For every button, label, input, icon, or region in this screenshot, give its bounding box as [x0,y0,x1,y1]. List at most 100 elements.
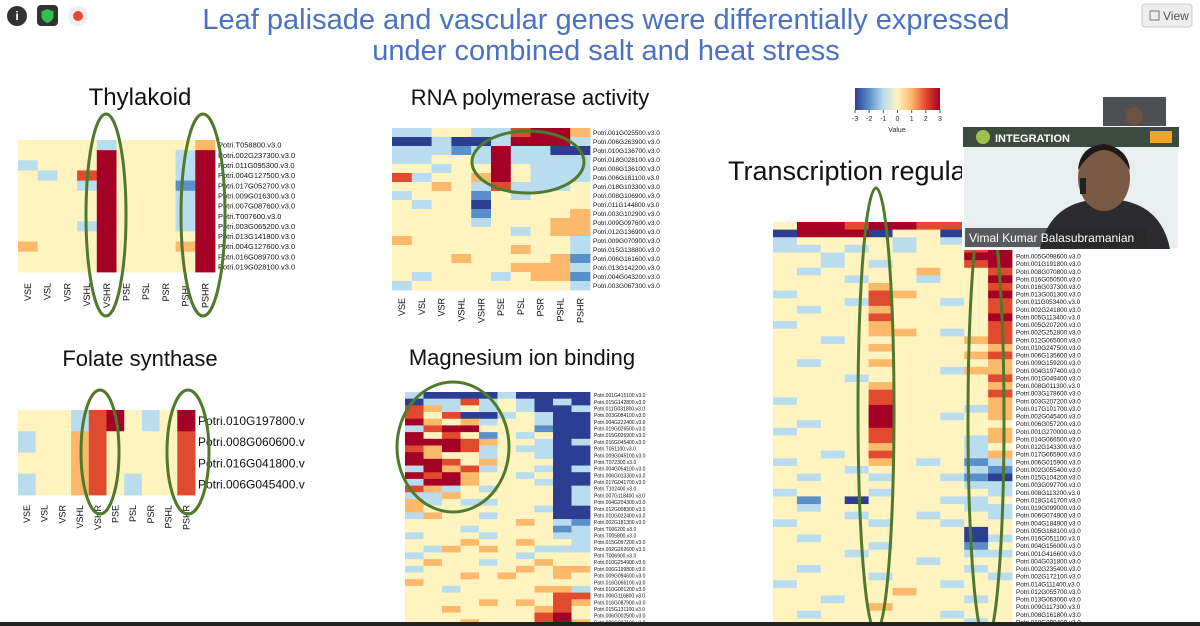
heatmap-cell [516,438,535,446]
heatmap-cell [442,465,461,473]
heatmap-cell [18,190,39,202]
row-label: Potri.004G156000.v3.0 [1016,543,1081,550]
heatmap-cell [868,313,893,322]
heatmap-cell [964,305,989,314]
view-button[interactable]: View [1141,3,1193,28]
row-label: Potri.016G037300.v3.0 [1016,284,1081,291]
heatmap-cell [844,572,869,581]
heatmap-cell [796,412,822,421]
heatmap-cell [844,488,869,497]
heatmap-cell [571,505,591,513]
heatmap-cell [988,313,1013,322]
heatmap-cell [37,241,58,253]
heatmap-cell [471,236,492,246]
heatmap-cell [479,572,498,580]
heatmap-cell [916,298,941,307]
heatmap-cell [423,418,443,426]
info-icon[interactable] [7,6,27,26]
heatmap-cell [868,374,893,383]
person-hair [1078,144,1130,170]
heatmap-cell [553,572,572,580]
heatmap-cell [177,431,196,453]
heatmap-cell [405,425,424,433]
row-label: Potri.006G015900.v3.0 [1016,459,1081,466]
heatmap-cell [892,282,917,292]
heatmap-cell [773,382,798,391]
heatmap-cell [820,420,846,429]
video-thumbnail[interactable] [1103,97,1166,128]
heatmap-cell [796,458,822,467]
heatmap-cell [479,432,498,440]
heatmap-cell [195,190,216,202]
heatmap-cell [892,465,917,474]
colorbar-tick-label: -3 [852,116,858,123]
heatmap-cell [451,254,472,264]
heatmap-cell [423,525,443,533]
heatmap-cell [773,321,798,330]
heatmap-cell [892,359,917,368]
heatmap-cell [916,504,941,513]
heatmap-cell [964,534,989,543]
heatmap-cell [77,140,98,151]
heatmap-cell [892,481,917,490]
heatmap-cell [37,160,58,171]
heatmap-cell [988,496,1013,505]
heatmap-cell [534,412,554,420]
heatmap-cell [570,164,591,174]
heatmap-cell [570,236,591,246]
heatmap-cell [916,351,941,360]
banner-logo [976,130,990,144]
heatmap-cell [773,549,798,558]
heatmap-cell [460,532,480,540]
heatmap-cell [820,534,846,543]
heatmap-cell [460,412,480,420]
heatmap-cell [553,458,572,466]
heatmap-cell [96,231,117,242]
heatmap-cell [844,465,869,474]
heatmap-cell [516,425,535,433]
heatmap-cell [916,389,941,398]
heatmap-cell [18,160,39,171]
row-label: Potri.006G057200.v3.0 [1016,421,1081,428]
heatmap-cell [497,592,517,600]
heatmap-cell [964,473,989,482]
row-label: Potri.004G127600.v3.0 [218,242,295,251]
heatmap-cell [497,605,517,614]
slide-title: under combined salt and heat stress [372,35,840,67]
heatmap-cell [964,504,989,513]
heatmap-cell [988,420,1013,429]
heatmap-cell [479,478,498,486]
video-tile[interactable]: INTEGRATION Vimal Kumar Balasubramanian [962,126,1180,250]
heatmap-cell [916,252,941,261]
heatmap-cell [423,552,443,560]
row-label: Potri.002G055400.v3.0 [1016,467,1081,474]
column-label: PSR [146,505,156,524]
heatmap-cell [497,559,517,567]
heatmap-cell [820,397,846,406]
heatmap-cell [796,420,822,429]
heatmap-cell [405,532,424,540]
heatmap-cell [988,450,1013,459]
row-label: Potri.008G060600.v [198,435,305,449]
heatmap-cell [916,305,941,314]
heatmap-cell [534,438,554,446]
highlight-ellipse [84,112,128,318]
heatmap-cell [820,412,846,421]
heatmap-cell [892,519,917,528]
heatmap-cell [570,281,591,291]
heatmap-cell [451,245,472,255]
heatmap-cell [136,241,157,253]
heatmap-cell [916,222,941,231]
row-label: Potri.012G136900.v3.0 [593,229,660,236]
heatmap-cell [916,313,941,322]
heatmap-cell [796,321,822,330]
heatmap-cell [423,432,443,440]
heatmap-cell [35,410,54,432]
heatmap-cell [155,140,176,151]
heatmap-cell [57,190,78,202]
heatmap-cell [411,155,432,165]
heatmap-cell [497,485,517,493]
heatmap-cell [820,519,846,528]
heatmap-cell [940,382,965,391]
heatmap-cell [516,458,535,466]
